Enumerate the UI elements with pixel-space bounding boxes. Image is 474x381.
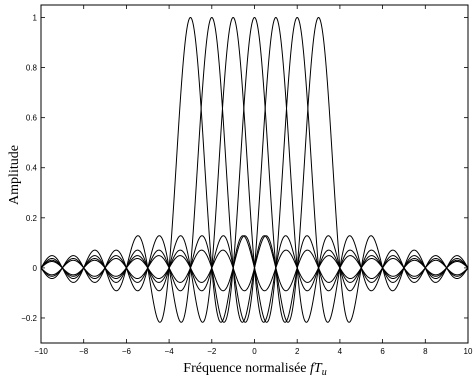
x-tick-label: −8 bbox=[79, 347, 89, 356]
x-tick-label: 10 bbox=[464, 347, 473, 356]
x-tick-label: −6 bbox=[122, 347, 132, 356]
y-axis-ticks: −0.2 0 0.2 0.4 0.6 0.8 1 bbox=[21, 14, 468, 323]
sinc-series-3 bbox=[40, 17, 469, 323]
sinc-series-1 bbox=[40, 17, 469, 323]
sinc-series-2 bbox=[40, 17, 469, 323]
y-axis-label: Amplitude bbox=[7, 145, 22, 205]
x-tick-label: 8 bbox=[423, 347, 428, 356]
sinc-series-5 bbox=[40, 17, 469, 323]
plot-frame bbox=[40, 4, 469, 344]
sinc-series-4 bbox=[40, 17, 469, 323]
x-axis-label: Fréquence normalisée fTu bbox=[183, 361, 326, 378]
x-tick-label: −4 bbox=[165, 347, 175, 356]
x-axis-ticks: −10 −8 −6 −4 −2 0 2 4 6 8 10 bbox=[34, 5, 473, 356]
x-axis-label-subscript: u bbox=[322, 367, 327, 378]
y-tick-label: −0.2 bbox=[21, 314, 37, 323]
y-tick-label: 1 bbox=[33, 14, 38, 23]
x-axis-label-math: fT bbox=[310, 361, 323, 376]
y-tick-label: 0.4 bbox=[26, 164, 38, 173]
x-tick-label: 6 bbox=[380, 347, 385, 356]
x-tick-label: 2 bbox=[295, 347, 300, 356]
x-tick-label: 4 bbox=[338, 347, 343, 356]
x-tick-label: 0 bbox=[252, 347, 257, 356]
sinc-series-6 bbox=[40, 17, 469, 323]
x-tick-label: −2 bbox=[207, 347, 217, 356]
y-tick-label: 0.8 bbox=[26, 64, 38, 73]
x-axis-label-text: Fréquence normalisée bbox=[183, 361, 306, 376]
sinc-series-7 bbox=[40, 17, 469, 323]
x-tick-label: −10 bbox=[34, 347, 48, 356]
y-tick-label: 0.2 bbox=[26, 214, 38, 223]
y-tick-label: 0.6 bbox=[26, 114, 38, 123]
series-group bbox=[40, 17, 469, 323]
y-tick-label: 0 bbox=[33, 264, 38, 273]
